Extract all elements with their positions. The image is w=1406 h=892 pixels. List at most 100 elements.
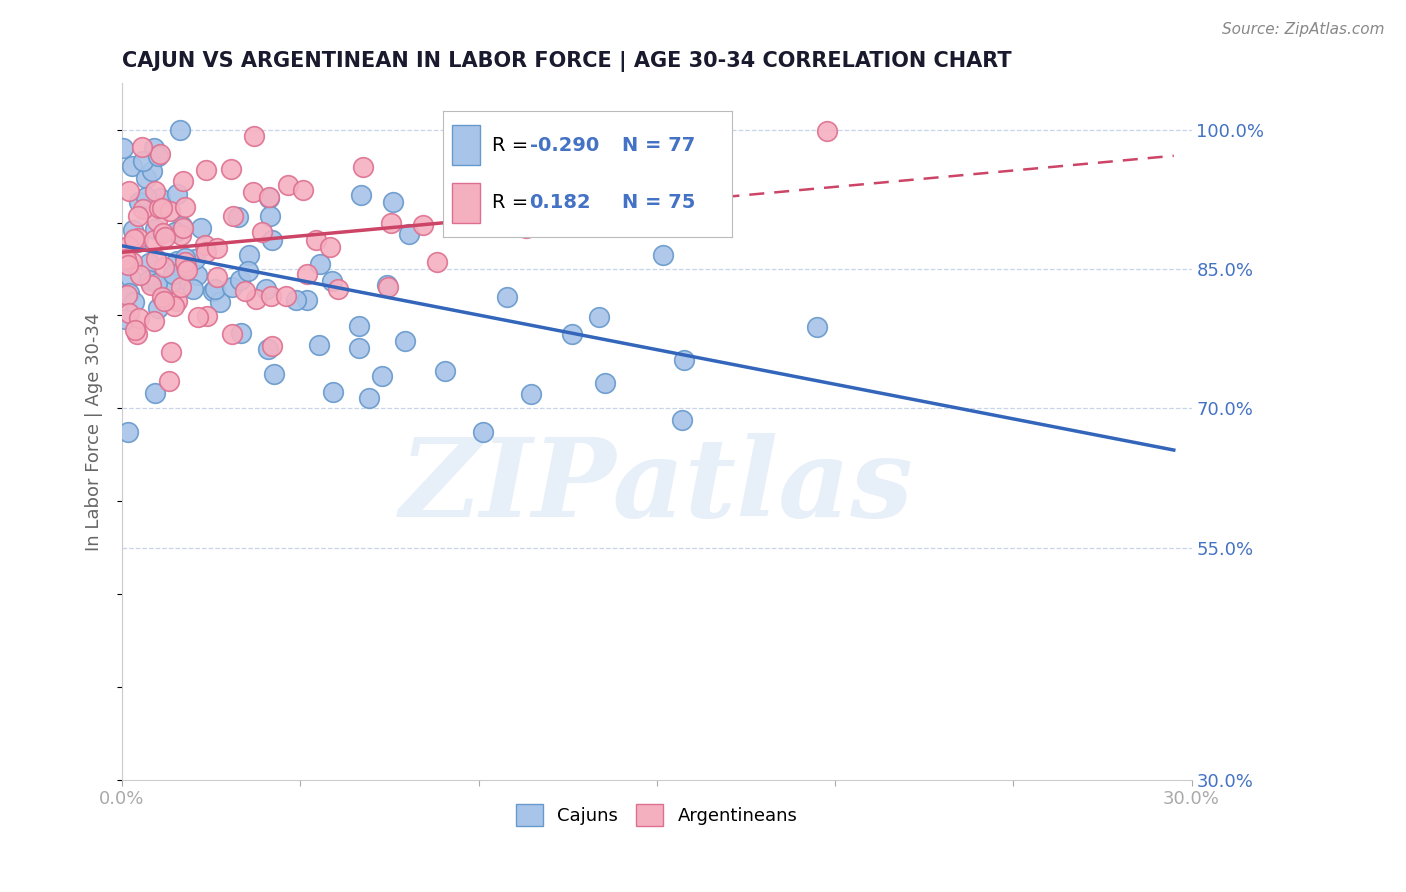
- Point: [321, 274, 343, 288]
- Point: [277, 178, 299, 192]
- Point: [305, 233, 328, 247]
- Point: [121, 223, 143, 237]
- Point: [124, 295, 146, 310]
- Point: [257, 190, 280, 204]
- Point: [111, 141, 134, 155]
- Point: [169, 271, 191, 285]
- Text: CAJUN VS ARGENTINEAN IN LABOR FORCE | AGE 30-34 CORRELATION CHART: CAJUN VS ARGENTINEAN IN LABOR FORCE | AG…: [122, 51, 1012, 71]
- Point: [205, 270, 228, 285]
- Point: [593, 376, 616, 390]
- Point: [292, 183, 315, 197]
- Point: [262, 233, 284, 247]
- Point: [190, 220, 212, 235]
- Point: [153, 230, 176, 244]
- Point: [472, 425, 495, 440]
- Point: [195, 245, 218, 260]
- Point: [243, 129, 266, 144]
- Point: [651, 248, 673, 262]
- Y-axis label: In Labor Force | Age 30-34: In Labor Force | Age 30-34: [86, 312, 103, 550]
- Point: [398, 227, 420, 241]
- Point: [322, 384, 344, 399]
- Point: [205, 241, 228, 255]
- Point: [233, 285, 256, 299]
- Point: [520, 387, 543, 401]
- Point: [221, 280, 243, 294]
- Point: [125, 235, 148, 249]
- Point: [257, 342, 280, 356]
- Point: [195, 309, 218, 323]
- Point: [260, 339, 283, 353]
- Legend: Cajuns, Argentineans: Cajuns, Argentineans: [509, 797, 806, 833]
- Point: [148, 202, 170, 216]
- Point: [114, 311, 136, 326]
- Point: [238, 248, 260, 262]
- Text: ZIPatlas: ZIPatlas: [399, 434, 914, 541]
- Point: [162, 267, 184, 281]
- Point: [128, 195, 150, 210]
- Point: [181, 282, 204, 296]
- Point: [143, 184, 166, 198]
- Point: [349, 341, 371, 355]
- Point: [132, 202, 155, 217]
- Point: [319, 240, 342, 254]
- Point: [166, 186, 188, 201]
- Point: [561, 327, 583, 342]
- Point: [143, 386, 166, 401]
- Point: [143, 141, 166, 155]
- Point: [257, 191, 280, 205]
- Point: [226, 210, 249, 224]
- Point: [169, 122, 191, 136]
- Point: [141, 164, 163, 178]
- Point: [208, 295, 231, 310]
- Point: [141, 278, 163, 293]
- Point: [219, 161, 242, 176]
- Point: [815, 123, 838, 137]
- Point: [121, 254, 143, 268]
- Point: [377, 279, 399, 293]
- Point: [236, 263, 259, 277]
- Point: [172, 221, 194, 235]
- Point: [118, 184, 141, 198]
- Point: [115, 252, 138, 266]
- Point: [221, 327, 243, 342]
- Point: [187, 310, 209, 324]
- Point: [170, 227, 193, 242]
- Point: [117, 239, 139, 253]
- Point: [295, 293, 318, 307]
- Point: [127, 231, 149, 245]
- Point: [352, 161, 374, 175]
- Point: [145, 252, 167, 267]
- Point: [149, 147, 172, 161]
- Point: [146, 214, 169, 228]
- Point: [242, 185, 264, 199]
- Point: [357, 391, 380, 405]
- Point: [150, 289, 173, 303]
- Point: [274, 289, 297, 303]
- Point: [117, 425, 139, 439]
- Point: [146, 149, 169, 163]
- Point: [160, 345, 183, 359]
- Point: [201, 284, 224, 298]
- Point: [122, 232, 145, 246]
- Point: [295, 267, 318, 281]
- Point: [138, 273, 160, 287]
- Point: [176, 262, 198, 277]
- Point: [127, 209, 149, 223]
- Point: [250, 225, 273, 239]
- Point: [142, 233, 165, 247]
- Point: [308, 256, 330, 270]
- Point: [118, 270, 141, 285]
- Point: [117, 258, 139, 272]
- Point: [163, 226, 186, 240]
- Point: [350, 187, 373, 202]
- Point: [128, 311, 150, 326]
- Point: [170, 279, 193, 293]
- Point: [118, 305, 141, 319]
- Point: [515, 221, 537, 235]
- Point: [118, 286, 141, 301]
- Point: [371, 369, 394, 384]
- Text: Source: ZipAtlas.com: Source: ZipAtlas.com: [1222, 22, 1385, 37]
- Point: [260, 288, 283, 302]
- Point: [328, 282, 350, 296]
- Point: [184, 252, 207, 266]
